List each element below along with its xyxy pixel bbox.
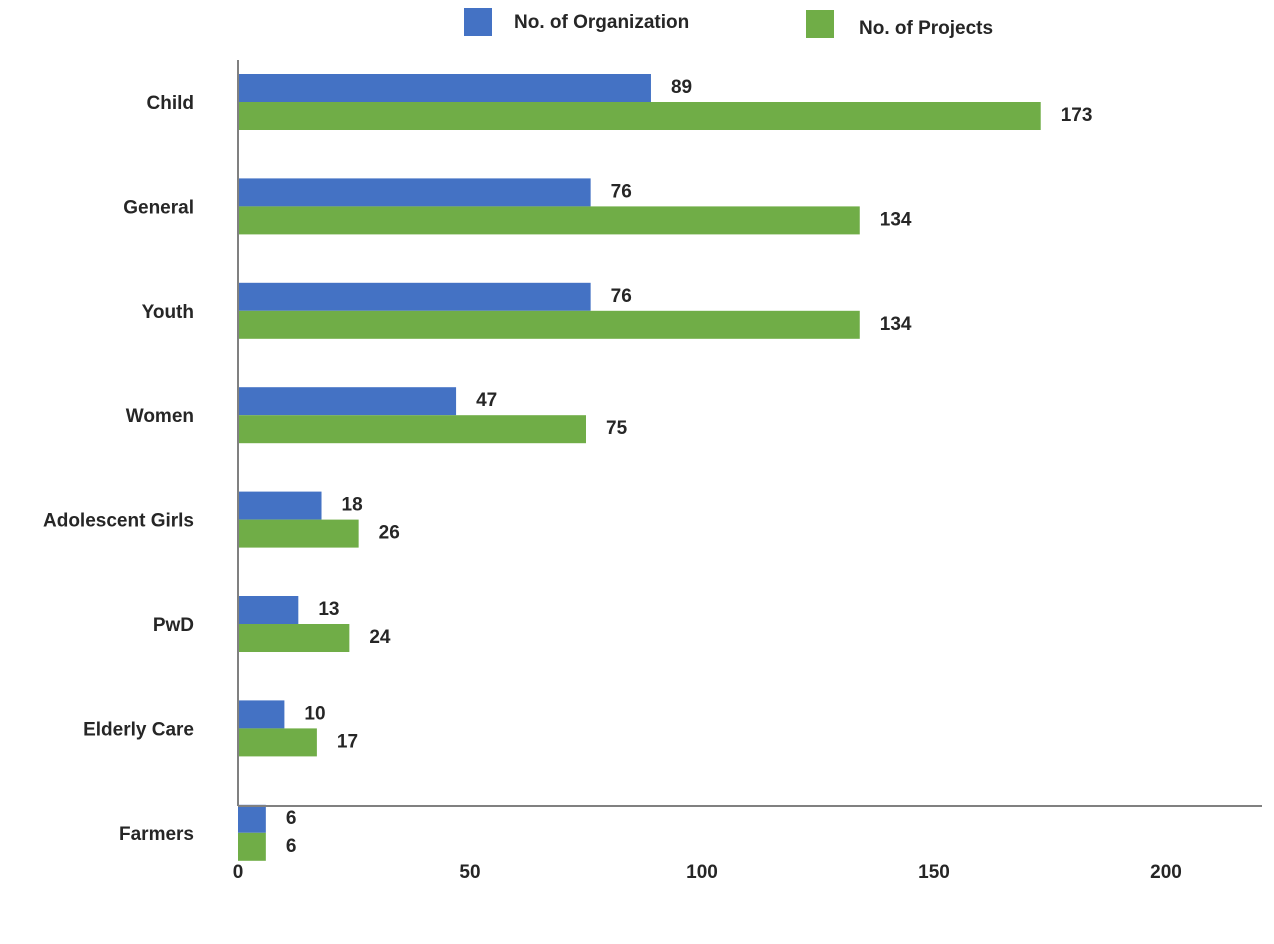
bar-pwd-no-of-projects <box>238 624 350 652</box>
bar-farmers-no-of-projects <box>238 832 266 861</box>
category-label-women: Women <box>126 406 194 427</box>
category-label-general: General <box>123 197 194 218</box>
value-label-farmers-no-of-organization: 6 <box>286 808 297 829</box>
legend-swatch-projects <box>806 10 834 38</box>
value-label-child-no-of-organization: 89 <box>671 77 692 98</box>
x-tick-label-200: 200 <box>1150 862 1182 883</box>
bar-elderly-care-no-of-organization <box>238 700 285 729</box>
value-label-elderly-care-no-of-projects: 17 <box>337 731 358 752</box>
bar-farmers-no-of-organization <box>238 804 266 833</box>
bar-pwd-no-of-organization <box>238 596 299 624</box>
value-label-general-no-of-organization: 76 <box>611 181 632 202</box>
x-tick-label-50: 50 <box>459 862 480 883</box>
bar-women-no-of-organization <box>238 387 457 416</box>
value-label-elderly-care-no-of-organization: 10 <box>304 703 325 724</box>
category-label-child: Child <box>147 93 195 114</box>
category-label-farmers: Farmers <box>119 824 194 845</box>
value-label-general-no-of-projects: 134 <box>880 209 912 230</box>
value-label-youth-no-of-organization: 76 <box>611 286 632 307</box>
value-label-pwd-no-of-projects: 24 <box>369 627 391 648</box>
legend-label-projects: No. of Projects <box>859 18 993 39</box>
bar-adolescent-girls-no-of-organization <box>238 491 322 520</box>
value-label-women-no-of-projects: 75 <box>606 418 628 439</box>
bar-child-no-of-projects <box>238 102 1041 130</box>
bar-general-no-of-organization <box>238 178 591 207</box>
value-label-adolescent-girls-no-of-organization: 18 <box>342 495 363 516</box>
legend-label-organization: No. of Organization <box>514 12 689 33</box>
bar-elderly-care-no-of-projects <box>238 728 317 757</box>
legend: No. of Organization No. of Projects <box>464 8 993 39</box>
x-tick-label-0: 0 <box>233 862 244 883</box>
value-label-pwd-no-of-organization: 13 <box>318 599 339 620</box>
bar-general-no-of-projects <box>238 206 860 235</box>
value-label-child-no-of-projects: 173 <box>1061 105 1093 126</box>
bar-child-no-of-organization <box>238 74 651 102</box>
category-label-adolescent-girls: Adolescent Girls <box>43 511 194 532</box>
category-label-pwd: PwD <box>153 615 194 636</box>
bar-women-no-of-projects <box>238 415 586 444</box>
legend-swatch-organization <box>464 8 492 36</box>
category-label-youth: Youth <box>142 302 194 323</box>
value-label-farmers-no-of-projects: 6 <box>286 836 297 857</box>
axes-group <box>237 60 1262 807</box>
value-label-youth-no-of-projects: 134 <box>880 314 912 335</box>
category-label-elderly-care: Elderly Care <box>83 719 194 740</box>
bars-group <box>238 74 1041 861</box>
bar-youth-no-of-projects <box>238 310 860 339</box>
value-label-adolescent-girls-no-of-projects: 26 <box>379 523 400 544</box>
bar-youth-no-of-organization <box>238 282 591 311</box>
x-tick-label-150: 150 <box>918 862 950 883</box>
x-tick-label-100: 100 <box>686 862 718 883</box>
labels-group: 89 173 Child 76 134 General 76 134 Youth 47 75 Wome… <box>43 77 1182 883</box>
bar-adolescent-girls-no-of-projects <box>238 519 359 548</box>
value-label-women-no-of-organization: 47 <box>476 390 497 411</box>
